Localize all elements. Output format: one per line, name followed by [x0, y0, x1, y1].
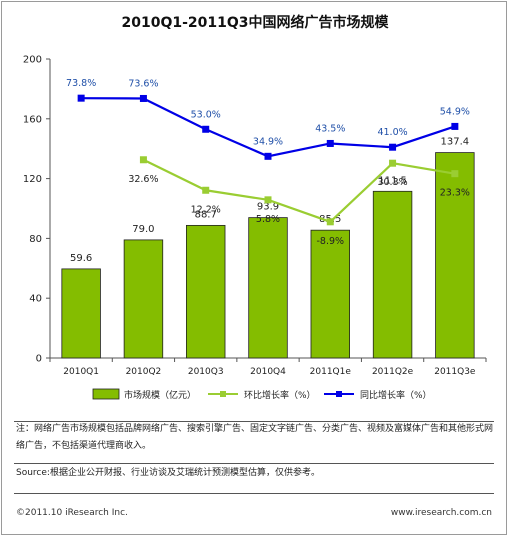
note-divider-bottom: [14, 493, 494, 494]
line-marker: [389, 143, 397, 151]
note-divider-top: [14, 421, 494, 422]
line-marker: [139, 156, 147, 164]
footer-website: www.iresearch.com.cn: [390, 508, 492, 518]
line-value-label: -8.9%: [316, 236, 344, 247]
legend-swatch-bar: [92, 388, 120, 400]
note-divider-middle: [14, 463, 494, 464]
line-value-label: 41.0%: [377, 127, 407, 138]
legend-label-bar: 市场规模（亿元）: [124, 389, 196, 401]
bar-value-label: 93.9: [257, 202, 279, 213]
bar-value-label: 111.5: [378, 175, 407, 186]
bar-value-label: 88.7: [195, 209, 217, 220]
bar-value-label: 59.6: [70, 253, 92, 264]
x-tick-label: 2010Q1: [63, 367, 99, 377]
line-value-label: 5.8%: [256, 214, 280, 225]
y-tick-label: 0: [36, 354, 42, 365]
x-tick-label: 2011Q2e: [372, 367, 414, 377]
x-tick-label: 2010Q4: [250, 367, 286, 377]
y-tick-label: 40: [29, 294, 42, 305]
line-value-label: 30.3%: [377, 177, 407, 188]
y-tick-label: 160: [23, 114, 42, 125]
line-marker: [77, 94, 85, 102]
line-marker: [202, 186, 210, 194]
line-marker: [264, 196, 272, 204]
bar: [372, 190, 413, 359]
x-tick-label: 2011Q1e: [310, 367, 352, 377]
line-value-label: 43.5%: [315, 123, 345, 134]
bar: [435, 152, 475, 359]
bar: [186, 224, 226, 359]
y-tick-label: 80: [29, 234, 42, 245]
legend-label-qoq: 环比增长率（%）: [244, 389, 316, 401]
bar: [61, 268, 101, 359]
line-value-label: 73.8%: [66, 78, 96, 89]
chart-title: 2010Q1-2011Q3中国网络广告市场规模: [121, 15, 389, 31]
line-value-label: 53.0%: [191, 109, 221, 120]
y-tick-label: 200: [23, 55, 42, 66]
chart-plot: 0408012016020059.679.088.793.985.5111.51…: [23, 55, 487, 401]
line-value-label: 73.6%: [128, 78, 158, 89]
bar: [123, 239, 164, 359]
bar-value-label: 79.0: [132, 224, 154, 235]
chart-source: Source:根据企业公开财报、行业访谈及艾瑞统计预测模型估算，仅供参考。: [16, 468, 320, 478]
line-value-label: 12.2%: [191, 204, 221, 215]
x-tick-label: 2010Q2: [126, 367, 162, 377]
line-value-label: 23.3%: [440, 188, 470, 199]
line-marker: [451, 170, 459, 178]
line-marker: [326, 218, 334, 226]
legend-marker-qoq: [220, 391, 226, 397]
line-marker: [389, 159, 397, 167]
line-marker: [139, 94, 147, 102]
line-value-label: 32.6%: [128, 174, 158, 185]
footer-copyright: ©2011.10 iResearch Inc.: [16, 508, 128, 518]
line-qoq: [142, 158, 456, 224]
line-marker: [264, 152, 272, 160]
chart-note: 注：网络广告市场规模包括品牌网络广告、搜索引擎广告、固定文字链广告、分类广告、视…: [16, 424, 494, 451]
x-tick-label: 2010Q3: [188, 367, 224, 377]
line-marker: [451, 122, 459, 130]
line-value-label: 54.9%: [440, 106, 470, 117]
bar-value-label: 137.4: [441, 137, 470, 148]
line-value-label: 34.9%: [253, 136, 283, 147]
bar: [310, 229, 350, 359]
x-tick-label: 2011Q3e: [434, 367, 476, 377]
y-tick-label: 120: [23, 174, 42, 185]
bar: [248, 217, 288, 359]
legend-label-yoy: 同比增长率（%）: [360, 389, 432, 401]
line-marker: [202, 125, 210, 133]
legend-marker-yoy: [336, 391, 342, 397]
line-marker: [326, 139, 334, 147]
